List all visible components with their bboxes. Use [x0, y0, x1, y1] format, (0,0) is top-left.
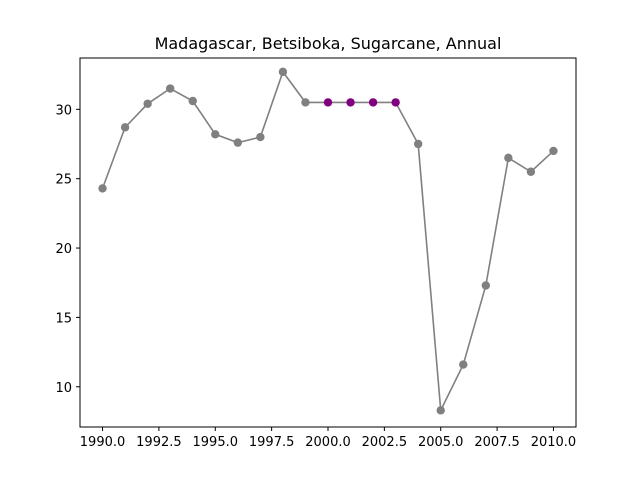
data-point: [165, 84, 175, 93]
data-point: [301, 98, 310, 107]
plot-area: 1990.0 1992.5 1995.0 1997.5 2000.0 2002.5 2005…: [55, 67, 577, 450]
data-point: [368, 98, 378, 107]
data-point: [211, 130, 220, 139]
data-point: [481, 281, 491, 290]
data-point: [143, 99, 152, 108]
x-tick-label: 1995.0: [193, 435, 239, 450]
data-point: [278, 67, 288, 77]
x-tick-label: 2000.0: [305, 435, 351, 450]
x-tick-label: 2007.5: [474, 435, 520, 450]
data-point: [391, 98, 400, 107]
x-tick-label: 1997.5: [249, 435, 295, 450]
data-point: [549, 146, 558, 156]
chart-title: Madagascar, Betsiboka, Sugarcane, Annual: [155, 34, 502, 53]
data-point: [459, 360, 468, 369]
x-tick-label: 2010.0: [531, 435, 577, 450]
y-tick-label: 10: [55, 381, 72, 396]
series-line: [101, 70, 554, 414]
data-point: [188, 96, 197, 106]
data-point: [233, 138, 243, 147]
data-point: [98, 184, 107, 193]
y-tick-label: 15: [55, 311, 72, 326]
y-tick-label: 25: [55, 173, 72, 188]
x-tick-label: 1992.5: [136, 435, 182, 450]
x-tick-label: 2002.5: [362, 435, 408, 450]
data-point: [526, 167, 536, 176]
x-tick-label: 2005.0: [418, 435, 464, 450]
data-point: [323, 98, 333, 107]
axes-frame: [79, 57, 577, 428]
data-point: [436, 406, 445, 415]
data-point: [346, 98, 355, 107]
y-tick-label: 30: [55, 103, 72, 118]
data-point: [413, 139, 423, 149]
data-point: [120, 123, 130, 132]
x-tick-label: 1990.0: [80, 435, 126, 450]
data-point: [504, 153, 513, 163]
data-point: [256, 132, 265, 142]
y-tick-label: 20: [55, 242, 72, 257]
